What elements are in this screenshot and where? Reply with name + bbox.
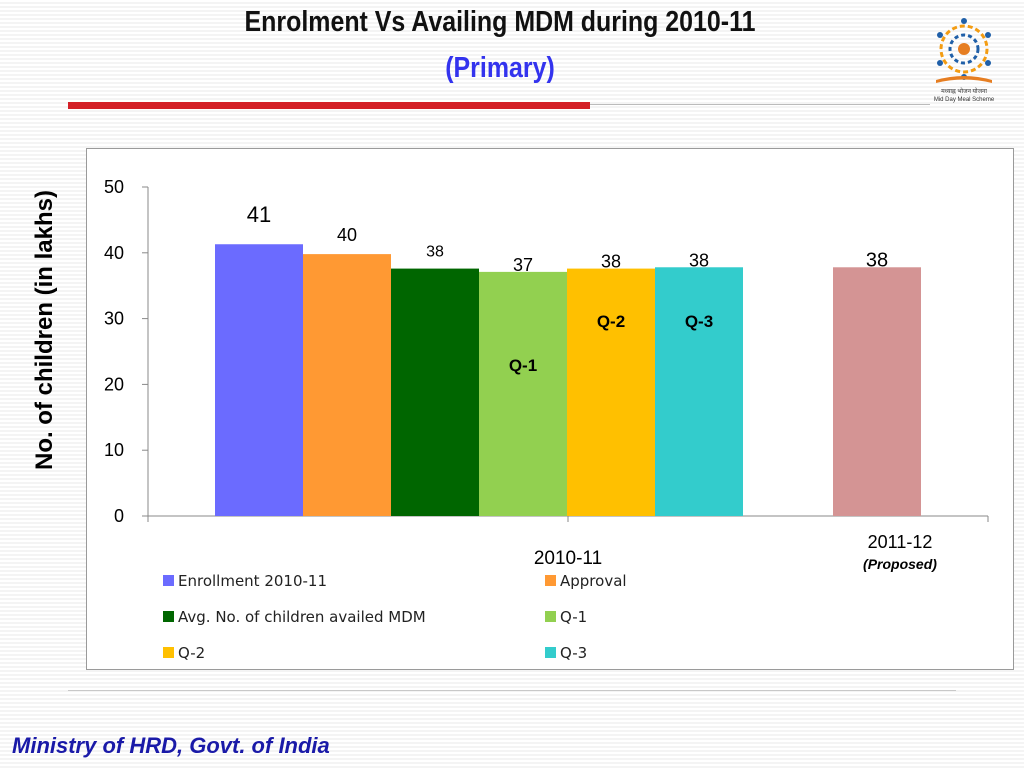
y-tick-label: 10 <box>104 440 124 460</box>
legend-swatch-q1 <box>545 611 556 622</box>
y-tick-label: 50 <box>104 177 124 197</box>
footer-rule <box>68 690 956 691</box>
data-label: 40 <box>337 225 357 245</box>
data-label: 38 <box>866 249 888 271</box>
legend-label-q3: Q-3 <box>560 644 588 662</box>
y-tick-label: 40 <box>104 243 124 263</box>
legend-swatch-avg-availed <box>163 611 174 622</box>
bar-inner-label: Q-1 <box>509 356 537 375</box>
bar-proposed-2011-12 <box>833 267 921 516</box>
logo-english-text: Mid Day Meal Scheme <box>934 97 995 103</box>
bar-q-1 <box>479 271 567 516</box>
legend-swatch-approval <box>545 575 556 586</box>
logo-hindi-text: मध्याह्न भोजन योजना <box>941 87 987 95</box>
data-label: 41 <box>247 202 271 227</box>
bar-inner-label: Q-3 <box>685 312 713 331</box>
legend-item-q1: Q-1 <box>545 608 587 626</box>
legend-label-avg-availed: Avg. No. of children availed MDM <box>178 608 426 626</box>
title-underline-bar <box>68 102 590 109</box>
legend-item-q3: Q-3 <box>545 644 587 662</box>
data-label: 37 <box>513 255 533 275</box>
legend-swatch-q3 <box>545 647 556 658</box>
bar-approval <box>303 254 391 516</box>
slide-title: Enrolment Vs Availing MDM during 2010-11 <box>244 6 756 38</box>
legend-swatch-enrollment <box>163 575 174 586</box>
x-category-sublabel: (Proposed) <box>863 556 937 572</box>
legend-label-q1: Q-1 <box>560 608 588 626</box>
data-label: 38 <box>689 250 709 270</box>
legend-item-avg-availed: Avg. No. of children availed MDM <box>163 608 426 626</box>
x-category-label: 2011-12 <box>868 532 933 552</box>
bar-enrollment-2010-11 <box>215 244 303 516</box>
title-underline-rule <box>590 104 930 105</box>
data-label: 38 <box>601 252 621 272</box>
legend-label-q2: Q-2 <box>178 644 206 662</box>
legend-item-q2: Q-2 <box>163 644 205 662</box>
bar-inner-label: Q-2 <box>597 312 625 331</box>
footer-text: Ministry of HRD, Govt. of India <box>12 733 330 758</box>
legend-label-approval: Approval <box>560 572 627 590</box>
y-tick-label: 0 <box>114 506 124 526</box>
bar-q-3 <box>655 267 743 516</box>
bar-avg-no-of-children-availed-mdm <box>391 268 479 516</box>
legend-item-approval: Approval <box>545 572 627 590</box>
data-label: 38 <box>426 244 444 261</box>
y-tick-label: 30 <box>104 309 124 329</box>
y-tick-label: 20 <box>104 374 124 394</box>
legend-label-enrollment: Enrollment 2010-11 <box>178 572 328 590</box>
bar-q-2 <box>567 268 655 516</box>
x-category-label: 2010-11 <box>534 548 602 569</box>
slide-subtitle: (Primary) <box>445 52 555 84</box>
mdm-logo-icon: मध्याह्न भोजन योजना Mid Day Meal Scheme <box>934 18 995 103</box>
legend-swatch-q2 <box>163 647 174 658</box>
legend-item-enrollment: Enrollment 2010-11 <box>163 572 327 590</box>
